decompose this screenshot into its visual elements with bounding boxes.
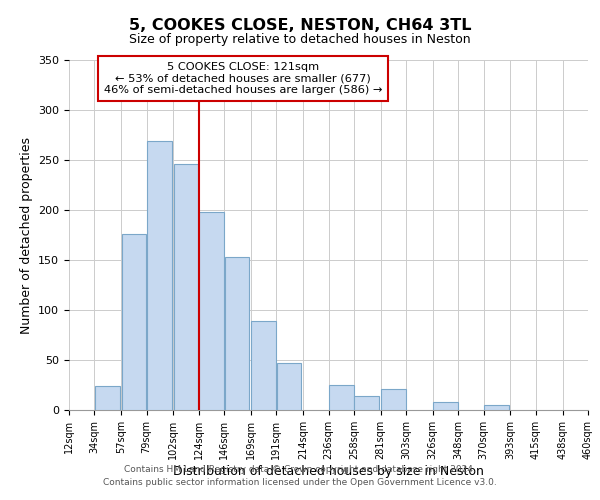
- Bar: [381, 389, 406, 410]
- Y-axis label: Number of detached properties: Number of detached properties: [20, 136, 32, 334]
- Bar: [329, 385, 353, 410]
- Bar: [433, 402, 458, 410]
- Bar: [277, 363, 301, 410]
- Text: 5, COOKES CLOSE, NESTON, CH64 3TL: 5, COOKES CLOSE, NESTON, CH64 3TL: [129, 18, 471, 32]
- Text: Contains public sector information licensed under the Open Government Licence v3: Contains public sector information licen…: [103, 478, 497, 487]
- Bar: [199, 212, 224, 410]
- Text: Contains HM Land Registry data © Crown copyright and database right 2024.: Contains HM Land Registry data © Crown c…: [124, 466, 476, 474]
- Text: 5 COOKES CLOSE: 121sqm
← 53% of detached houses are smaller (677)
46% of semi-de: 5 COOKES CLOSE: 121sqm ← 53% of detached…: [104, 62, 382, 95]
- Bar: [251, 321, 276, 410]
- X-axis label: Distribution of detached houses by size in Neston: Distribution of detached houses by size …: [173, 464, 484, 477]
- Bar: [224, 257, 249, 410]
- Bar: [147, 141, 172, 410]
- Bar: [95, 386, 119, 410]
- Text: Size of property relative to detached houses in Neston: Size of property relative to detached ho…: [129, 32, 471, 46]
- Bar: [355, 396, 379, 410]
- Bar: [484, 405, 509, 410]
- Bar: [174, 164, 198, 410]
- Bar: [122, 234, 146, 410]
